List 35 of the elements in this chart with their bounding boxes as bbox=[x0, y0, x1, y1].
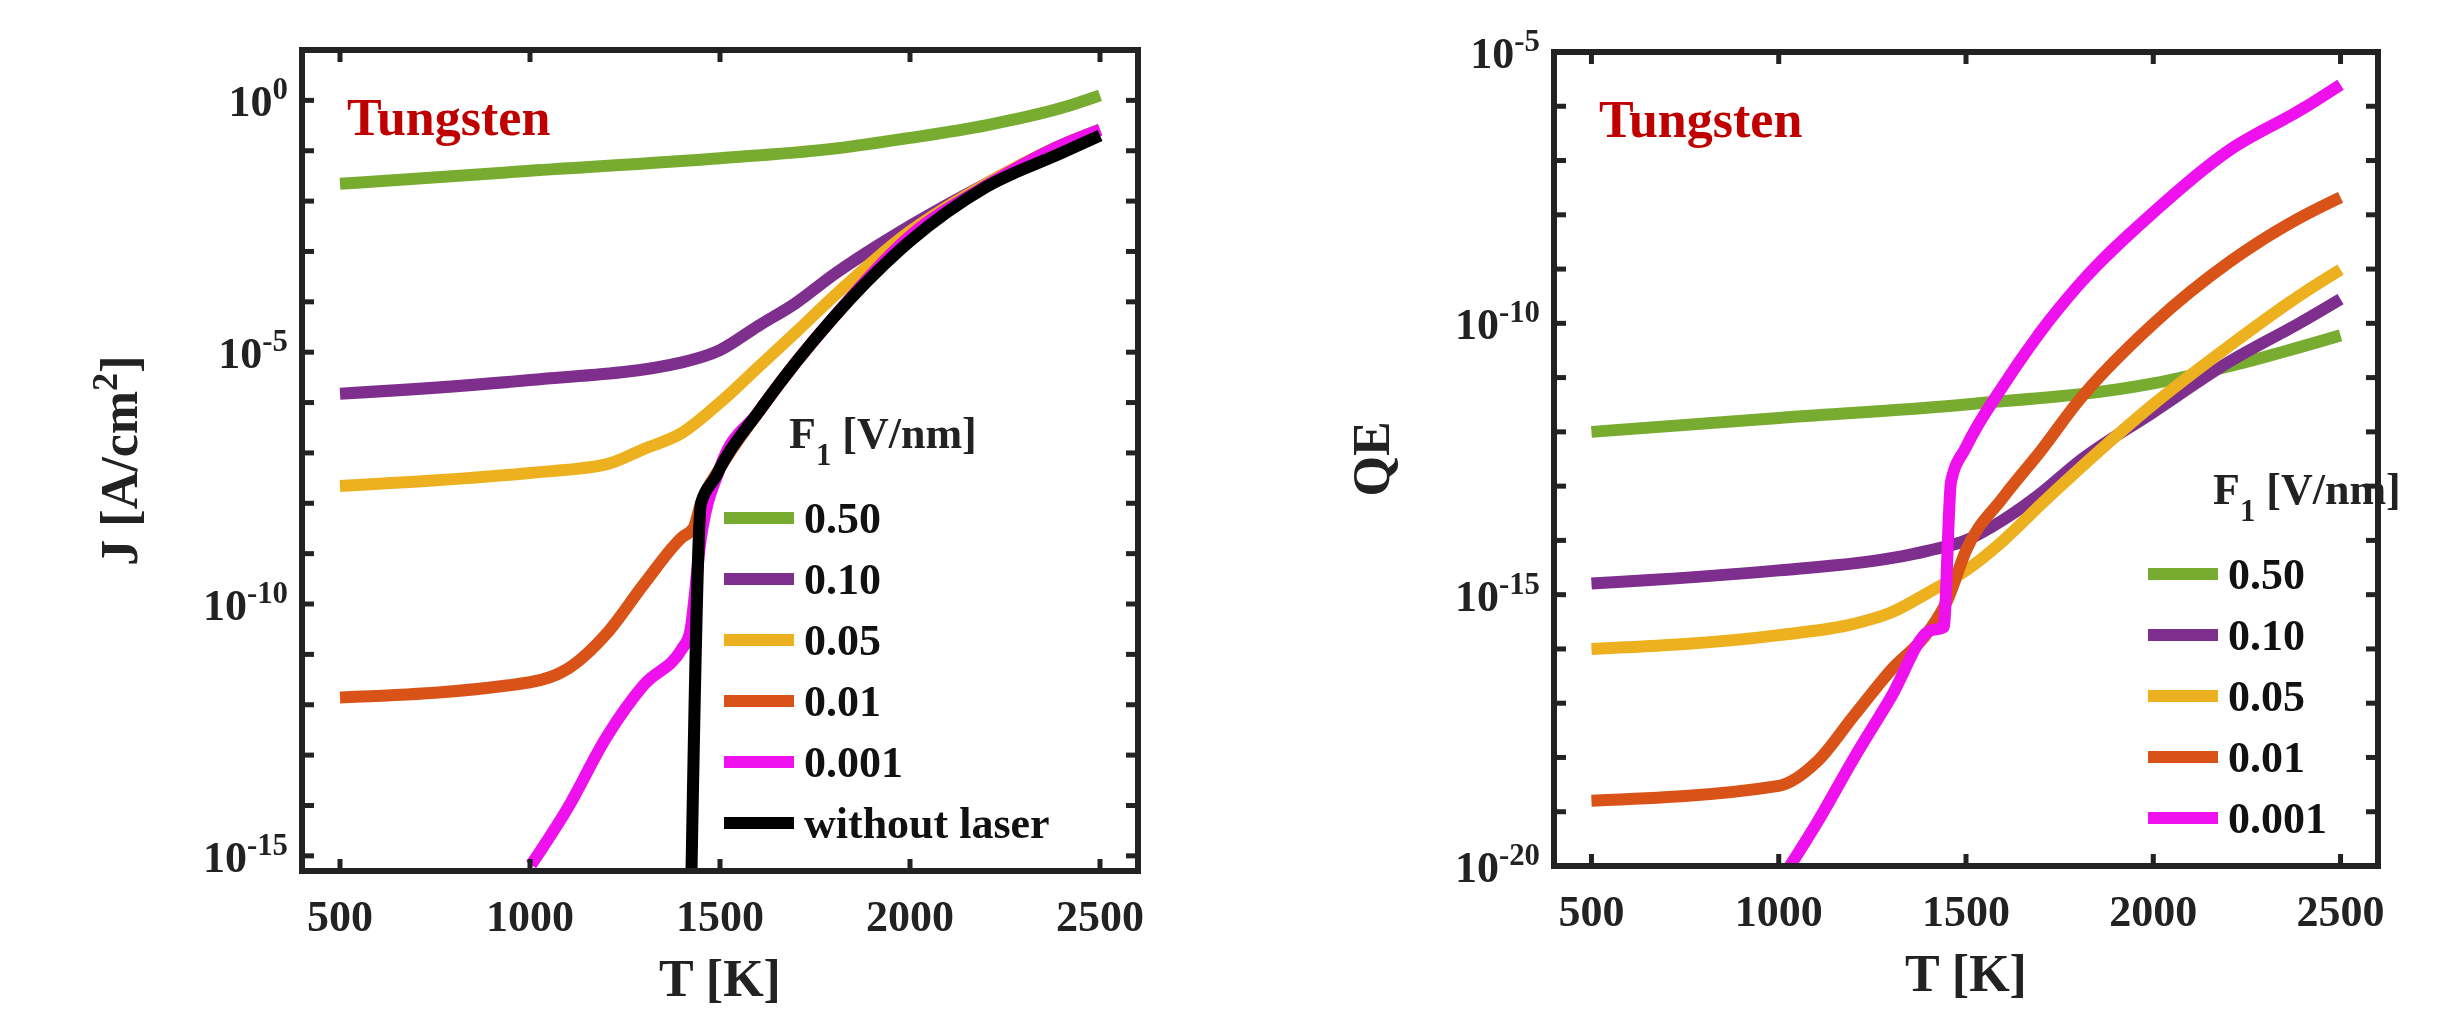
y-tick-label: 10$^{-10}$ bbox=[202, 576, 288, 631]
y-tick-label: 10$^{-20}$ bbox=[1454, 838, 1540, 892]
x-tick-label: 1500 bbox=[676, 892, 764, 941]
y-tick-label: 10$^{-10}$ bbox=[1454, 295, 1540, 350]
x-tick-label: 2500 bbox=[1056, 892, 1144, 941]
annotation: Tungsten bbox=[1599, 91, 1803, 148]
y-axis-title: QE bbox=[1343, 421, 1400, 497]
x-tick-label: 1000 bbox=[1734, 887, 1823, 936]
x-axis-title: T [K] bbox=[1905, 945, 2027, 1002]
x-tick-label: 1500 bbox=[1922, 887, 2010, 936]
legend-label: 0.05 bbox=[804, 616, 881, 665]
y-tick-label: 10$^{-5}$ bbox=[1470, 24, 1540, 78]
legend-label: 0.01 bbox=[2228, 733, 2305, 782]
legend-label: 0.001 bbox=[804, 738, 903, 787]
y-tick-label: 10$^{0}$ bbox=[228, 72, 288, 127]
x-tick-label: 2500 bbox=[2296, 887, 2385, 936]
legend-label: 0.01 bbox=[804, 677, 881, 726]
legend-title: F$_{1}$ [V/nm] bbox=[789, 409, 977, 472]
annotation: Tungsten bbox=[347, 89, 551, 146]
legend-label: 0.50 bbox=[804, 494, 881, 543]
legend-label: 0.05 bbox=[2228, 672, 2305, 721]
legend-label: 0.10 bbox=[2228, 611, 2305, 660]
x-tick-label: 500 bbox=[1558, 887, 1625, 936]
legend-label: 0.001 bbox=[2228, 794, 2327, 843]
legend-label: 0.10 bbox=[804, 555, 881, 604]
legend-label: without laser bbox=[804, 799, 1050, 848]
x-tick-label: 2000 bbox=[866, 892, 954, 941]
x-tick-label: 500 bbox=[307, 892, 373, 941]
x-axis-title: T [K] bbox=[659, 950, 781, 1007]
y-tick-label: 10$^{-15}$ bbox=[1454, 566, 1540, 621]
y-tick-label: 10$^{-15}$ bbox=[202, 827, 288, 882]
x-tick-label: 2000 bbox=[2109, 887, 2198, 936]
legend-label: 0.50 bbox=[2228, 550, 2305, 599]
y-tick-label: 10$^{-5}$ bbox=[218, 324, 288, 379]
x-tick-label: 1000 bbox=[486, 892, 574, 941]
